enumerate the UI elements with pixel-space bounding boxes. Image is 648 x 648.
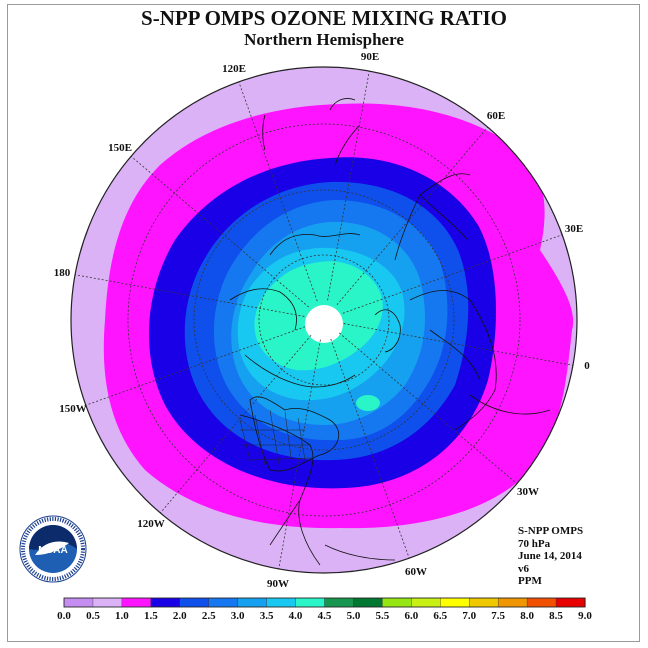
colorbar-swatch — [324, 597, 355, 608]
colorbar-tick-label: 1.5 — [144, 610, 158, 622]
meridian-line — [75, 274, 305, 317]
colorbar-swatches — [63, 597, 586, 608]
colorbar-outline — [63, 597, 586, 608]
lon-label-150w: 150W — [59, 403, 87, 415]
colorbar-tick-label: 2.0 — [173, 610, 187, 622]
colorbar-tick-label: 0.0 — [57, 610, 71, 622]
colorbar-swatch — [382, 597, 412, 608]
colorbar-tick-label: 4.0 — [289, 610, 303, 622]
meridian-line — [327, 71, 370, 301]
colorbar-swatch — [92, 597, 123, 608]
info-level: 70 hPa — [518, 537, 551, 550]
lon-label-180: 180 — [54, 267, 71, 279]
colorbar-tick-label: 0.5 — [86, 610, 100, 622]
meridian-line — [336, 126, 488, 306]
map-subtitle: Northern Hemisphere — [244, 30, 404, 49]
meridian-line — [342, 234, 563, 314]
lon-label-90e: 90E — [361, 51, 379, 63]
colorbar-tick-label: 5.0 — [347, 610, 361, 622]
colorbar-tick-label: 7.5 — [491, 610, 505, 622]
lon-label-30w: 30W — [517, 486, 539, 498]
colorbar-tick-label: 3.0 — [231, 610, 245, 622]
colorbar-swatch — [526, 597, 557, 608]
ozone-field — [71, 67, 577, 573]
colorbar: 0.0 0.5 1.0 1.5 2.0 2.5 3.0 3.5 4.0 4.5 5.0 5.5 6.0 6… — [57, 597, 592, 622]
lon-label-120w: 120W — [137, 518, 165, 530]
map-title: S-NPP OMPS OZONE MIXING RATIO — [141, 6, 507, 30]
lon-label-150e: 150E — [108, 142, 132, 154]
lon-label-120e: 120E — [222, 63, 246, 75]
meridian-line — [343, 323, 573, 366]
meridian-line — [238, 81, 318, 302]
colorbar-swatch — [497, 597, 528, 608]
info-version: v6 — [518, 562, 529, 575]
meridian-line — [85, 326, 306, 406]
longitude-labels: 90E 60E 30E 0 30W 60W 90W 120W 150W 180 … — [54, 51, 591, 590]
noaa-logo: NOAA — [19, 515, 87, 583]
meridians — [75, 71, 573, 569]
colorbar-swatch — [208, 597, 239, 608]
colorbar-tick-label: 7.0 — [462, 610, 476, 622]
polar-no-data — [305, 305, 343, 343]
meridian-line — [160, 334, 312, 514]
colorbar-swatch — [353, 597, 383, 608]
colorbar-tick-label: 4.5 — [318, 610, 332, 622]
colorbar-swatch — [121, 597, 152, 608]
colorbar-swatch — [440, 597, 470, 608]
colorbar-swatch — [555, 597, 586, 608]
info-date: June 14, 2014 — [518, 550, 582, 563]
info-instrument: S-NPP OMPS — [518, 525, 584, 537]
colorbar-swatch — [411, 597, 441, 608]
colorbar-tick-label: 2.5 — [202, 610, 216, 622]
lon-label-60e: 60E — [487, 110, 505, 122]
colorbar-labels: 0.0 0.5 1.0 1.5 2.0 2.5 3.0 3.5 4.0 4.5 5.0 5.5 6.0 6… — [57, 610, 592, 622]
colorbar-tick-label: 1.0 — [115, 610, 129, 622]
info-units: PPM — [518, 575, 542, 588]
colorbar-tick-label: 5.5 — [376, 610, 390, 622]
colorbar-tick-label: 8.5 — [549, 610, 563, 622]
map-boundary — [70, 66, 578, 574]
lon-label-90w: 90W — [267, 578, 289, 590]
meridian-line — [130, 156, 310, 308]
meridian-line — [338, 332, 518, 484]
colorbar-tick-label: 6.5 — [433, 610, 447, 622]
meridian-line — [330, 338, 410, 559]
colorbar-swatch — [63, 597, 94, 608]
noaa-logo-text: NOAA — [38, 545, 67, 556]
colorbar-swatch — [295, 597, 326, 608]
colorbar-tick-label: 3.5 — [260, 610, 274, 622]
product-info: S-NPP OMPS 70 hPa June 14, 2014 v6 PPM — [518, 525, 583, 588]
colorbar-tick-label: 6.0 — [404, 610, 418, 622]
graticule — [75, 71, 573, 569]
us-state-boundaries — [239, 409, 313, 471]
colorbar-swatch — [237, 597, 268, 608]
colorbar-tick-label: 8.0 — [520, 610, 534, 622]
lon-label-60w: 60W — [405, 566, 427, 578]
colorbar-swatch — [179, 597, 210, 608]
lon-label-0: 0 — [584, 360, 590, 372]
colorbar-tick-label: 9.0 — [578, 610, 592, 622]
figure-frame — [7, 4, 640, 642]
meridian-line — [278, 339, 321, 569]
colorbar-swatch — [266, 597, 297, 608]
lon-label-30e: 30E — [565, 223, 583, 235]
colorbar-swatch — [150, 597, 181, 608]
band-4.0-4.5-patch — [356, 395, 380, 411]
colorbar-swatch — [469, 597, 499, 608]
